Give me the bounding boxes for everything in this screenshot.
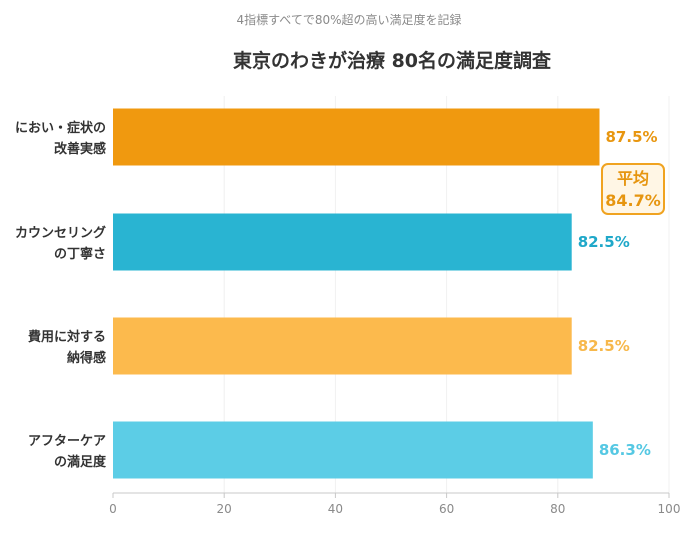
x-tick-label-40: 40 xyxy=(328,502,343,516)
x-tick-label-60: 60 xyxy=(439,502,454,516)
chart-title: 東京のわきが治療 80名の満足度調査 xyxy=(233,49,552,72)
x-tick-label-80: 80 xyxy=(550,502,565,516)
category-label-1: カウンセリングの丁寧さ xyxy=(15,225,106,262)
average-value: 84.7% xyxy=(605,191,661,210)
x-axis: 0 20 40 60 80 100 xyxy=(109,492,681,516)
category-label-line: カウンセリング xyxy=(15,225,106,241)
x-tick-label-20: 20 xyxy=(217,502,232,516)
category-label-line: 納得感 xyxy=(67,350,106,366)
bar-2 xyxy=(113,317,572,375)
x-tick-label-100: 100 xyxy=(658,502,681,516)
average-box xyxy=(601,163,665,215)
value-label-2: 82.5% xyxy=(578,337,630,355)
category-label-line: におい・症状の xyxy=(15,120,106,136)
bar-0 xyxy=(113,108,600,166)
value-label-1: 82.5% xyxy=(578,233,630,251)
category-label-2: 費用に対する納得感 xyxy=(28,329,106,366)
chart-subtitle: 4指標すべてで80%超の高い満足度を記録 xyxy=(237,12,462,27)
value-label-3: 86.3% xyxy=(599,441,651,459)
x-tick-label-0: 0 xyxy=(109,502,117,516)
category-labels: におい・症状の改善実感カウンセリングの丁寧さ費用に対する納得感アフターケアの満足… xyxy=(15,120,107,470)
average-label: 平均 xyxy=(617,169,649,188)
category-label-line: 改善実感 xyxy=(54,141,106,157)
category-label-3: アフターケアの満足度 xyxy=(28,434,107,470)
bars: 87.5% 82.5% 82.5% 86.3% xyxy=(113,108,658,479)
category-label-line: 費用に対する xyxy=(28,329,106,345)
category-label-line: アフターケア xyxy=(28,434,106,449)
category-label-0: におい・症状の改善実感 xyxy=(15,120,106,157)
average-annotation: 平均 84.7% xyxy=(601,163,665,215)
category-label-line: の満足度 xyxy=(54,454,107,470)
bar-1 xyxy=(113,213,572,271)
value-label-0: 87.5% xyxy=(606,128,658,146)
category-label-line: の丁寧さ xyxy=(54,246,106,262)
bar-3 xyxy=(113,421,593,479)
